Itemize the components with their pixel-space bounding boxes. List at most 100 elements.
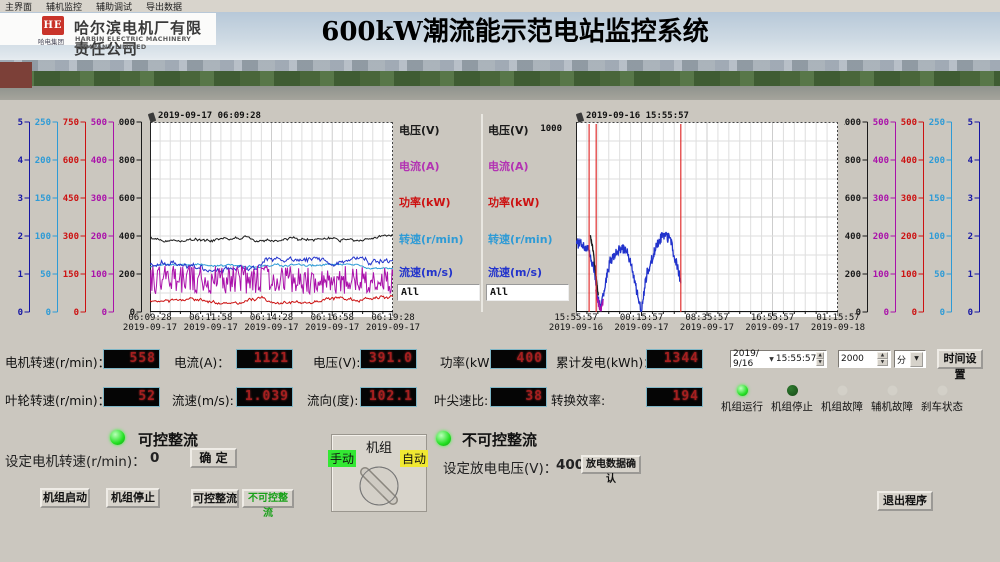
svg-text:400: 400 xyxy=(873,156,889,166)
spin-down-icon[interactable]: ▼ xyxy=(816,359,824,366)
menu-item-3[interactable]: 辅助调试 xyxy=(96,2,133,13)
readout-led-display: 1344 xyxy=(646,349,703,369)
right-chart-timestamp: 2019-09-16 15:55:57 xyxy=(586,111,689,121)
svg-text:300: 300 xyxy=(873,194,889,204)
legend-item-4[interactable]: 转速(r/min) xyxy=(488,233,553,246)
x-tick-label: 08:35:57 2019-09-17 xyxy=(679,313,735,333)
svg-text:100: 100 xyxy=(35,232,51,242)
confirm-speed-button[interactable]: 确 定 xyxy=(190,448,237,468)
x-tick-label: 00:15:57 2019-09-17 xyxy=(614,313,669,333)
legend-item-5[interactable]: 流速(m/s) xyxy=(488,266,543,279)
svg-text:1000: 1000 xyxy=(118,118,135,128)
legend-item-1[interactable]: 电压(V) xyxy=(399,124,440,137)
svg-text:0: 0 xyxy=(130,308,135,318)
uncontrolled-rectifier-button[interactable]: 不可控整流 xyxy=(242,489,294,519)
datetime-date-value: 2019/ 9/16 xyxy=(733,349,759,369)
readout-label: 累计发电(kWh)： xyxy=(556,355,656,370)
svg-text:50: 50 xyxy=(934,270,945,280)
logo-panel: HE 哈电集团 哈尔滨电机厂有限责任公司 HARBIN ELECTRIC MAC… xyxy=(0,13,216,58)
svg-text:100: 100 xyxy=(929,232,945,242)
legend-item-3[interactable]: 功率(kW) xyxy=(399,196,451,209)
set-speed-value[interactable]: 0 xyxy=(150,450,160,466)
x-tick-label: 06:11:58 2019-09-17 xyxy=(183,313,238,333)
svg-text:5: 5 xyxy=(18,118,23,128)
status-light-label: 机组故障 xyxy=(821,401,863,413)
menu-item-1[interactable]: 主界面 xyxy=(5,2,33,13)
svg-text:300: 300 xyxy=(91,194,107,204)
svg-text:0: 0 xyxy=(912,308,917,318)
svg-text:500: 500 xyxy=(91,118,107,128)
status-light-机组运行: 机组运行 xyxy=(716,385,768,414)
uncontrolled-rectifier-indicator-label: 不可控整流 xyxy=(462,431,538,449)
svg-text:50: 50 xyxy=(40,270,51,280)
unit-mode-knob[interactable] xyxy=(356,463,402,509)
status-light-辅机故障: 辅机故障 xyxy=(866,385,918,414)
panorama-cityline xyxy=(0,60,1000,73)
controlled-rectifier-button[interactable]: 可控整流 xyxy=(191,489,239,508)
legend-item-2[interactable]: 电流(A) xyxy=(488,160,529,173)
readout-label: 电机转速(r/min)： xyxy=(5,355,111,370)
interval-spinner[interactable]: ▲ ▼ xyxy=(877,352,888,366)
readout-led-display: 52 xyxy=(103,387,160,407)
svg-text:1: 1 xyxy=(968,270,973,280)
interval-unit-dropdown[interactable]: 分 ▼ xyxy=(894,350,926,368)
chevron-down-icon[interactable]: ▼ xyxy=(769,355,774,363)
readout-led-display: 194 xyxy=(646,387,703,407)
set-time-button[interactable]: 时间设置 xyxy=(937,349,983,381)
svg-text:500: 500 xyxy=(873,118,889,128)
auto-mode-label: 自动 xyxy=(399,450,428,467)
panorama-building xyxy=(0,62,32,88)
chart-legend: 电压(V) 电流(A) 功率(kW) 转速(r/min) 流速(m/s) All xyxy=(486,114,569,312)
left-trend-chart xyxy=(149,121,394,317)
status-light-lamp xyxy=(886,385,898,396)
panorama-ground xyxy=(0,86,1000,100)
svg-text:100: 100 xyxy=(873,270,889,280)
svg-text:500: 500 xyxy=(901,118,917,128)
spin-up-icon[interactable]: ▲ xyxy=(877,352,888,359)
spin-up-icon[interactable]: ▲ xyxy=(816,352,824,359)
spin-down-icon[interactable]: ▼ xyxy=(877,359,888,366)
legend-item-5[interactable]: 流速(m/s) xyxy=(399,266,454,279)
right-trend-chart xyxy=(575,121,839,317)
svg-text:600: 600 xyxy=(63,156,79,166)
legend-item-3[interactable]: 功率(kW) xyxy=(488,196,540,209)
svg-text:200: 200 xyxy=(901,232,917,242)
x-tick-label: 15:55:57 2019-09-16 xyxy=(548,313,604,333)
svg-text:250: 250 xyxy=(35,118,51,128)
legend-item-4[interactable]: 转速(r/min) xyxy=(399,233,464,246)
readout-label: 叶轮转速(r/min)： xyxy=(5,393,111,408)
chevron-down-icon[interactable]: ▼ xyxy=(910,351,923,367)
y-axis-流速(m/s): 0 1 2 3 4 5 xyxy=(956,114,982,324)
unit-mode-panel-title: 机组 xyxy=(365,441,392,456)
svg-text:0: 0 xyxy=(18,308,23,318)
x-tick-label: 16:55:57 2019-09-17 xyxy=(745,313,800,333)
legend-item-2[interactable]: 电流(A) xyxy=(399,160,440,173)
svg-text:200: 200 xyxy=(35,156,51,166)
discharge-confirm-button[interactable]: 放电数据确认 xyxy=(581,455,641,485)
y-axis-电压(V): 0 200 400 600 800 1000 xyxy=(113,114,144,324)
legend-all-button[interactable]: All xyxy=(397,284,480,301)
datetime-time-value: 15:55:57 xyxy=(775,354,817,364)
y-axis-电流(A): 0 100 200 300 400 500 xyxy=(90,114,116,324)
svg-text:200: 200 xyxy=(873,232,889,242)
exit-program-button[interactable]: 退出程序 xyxy=(877,491,933,511)
set-discharge-value[interactable]: 400 xyxy=(556,457,585,473)
menu-item-2[interactable]: 辅机监控 xyxy=(46,2,83,13)
svg-text:300: 300 xyxy=(63,232,79,242)
interval-spinbox[interactable]: 2000 ▲ ▼ xyxy=(838,350,891,368)
svg-text:750: 750 xyxy=(63,118,79,128)
left-chart-timestamp: 2019-09-17 06:09:28 xyxy=(158,111,261,121)
datetime-spinner[interactable]: ▲ ▼ xyxy=(816,352,824,366)
datetime-picker[interactable]: 2019/ 9/16 ▼ 15:55:57 ▲ ▼ xyxy=(730,349,827,369)
x-tick-label: 06:09:28 2019-09-17 xyxy=(122,313,178,333)
legend-item-1[interactable]: 电压(V) xyxy=(488,124,529,137)
readout-led-display: 102.1 xyxy=(360,387,417,407)
logo-caption: 哈电集团 xyxy=(38,38,64,46)
unit-stop-button[interactable]: 机组停止 xyxy=(106,488,160,508)
unit-start-button[interactable]: 机组启动 xyxy=(40,488,90,508)
legend-all-button[interactable]: All xyxy=(486,284,569,301)
menu-item-4[interactable]: 导出数据 xyxy=(146,2,183,13)
svg-text:0: 0 xyxy=(856,308,861,318)
readout-label: 电压(V): xyxy=(313,355,361,370)
y-axis-电压(V): 0 200 400 600 800 1000 xyxy=(839,114,870,324)
